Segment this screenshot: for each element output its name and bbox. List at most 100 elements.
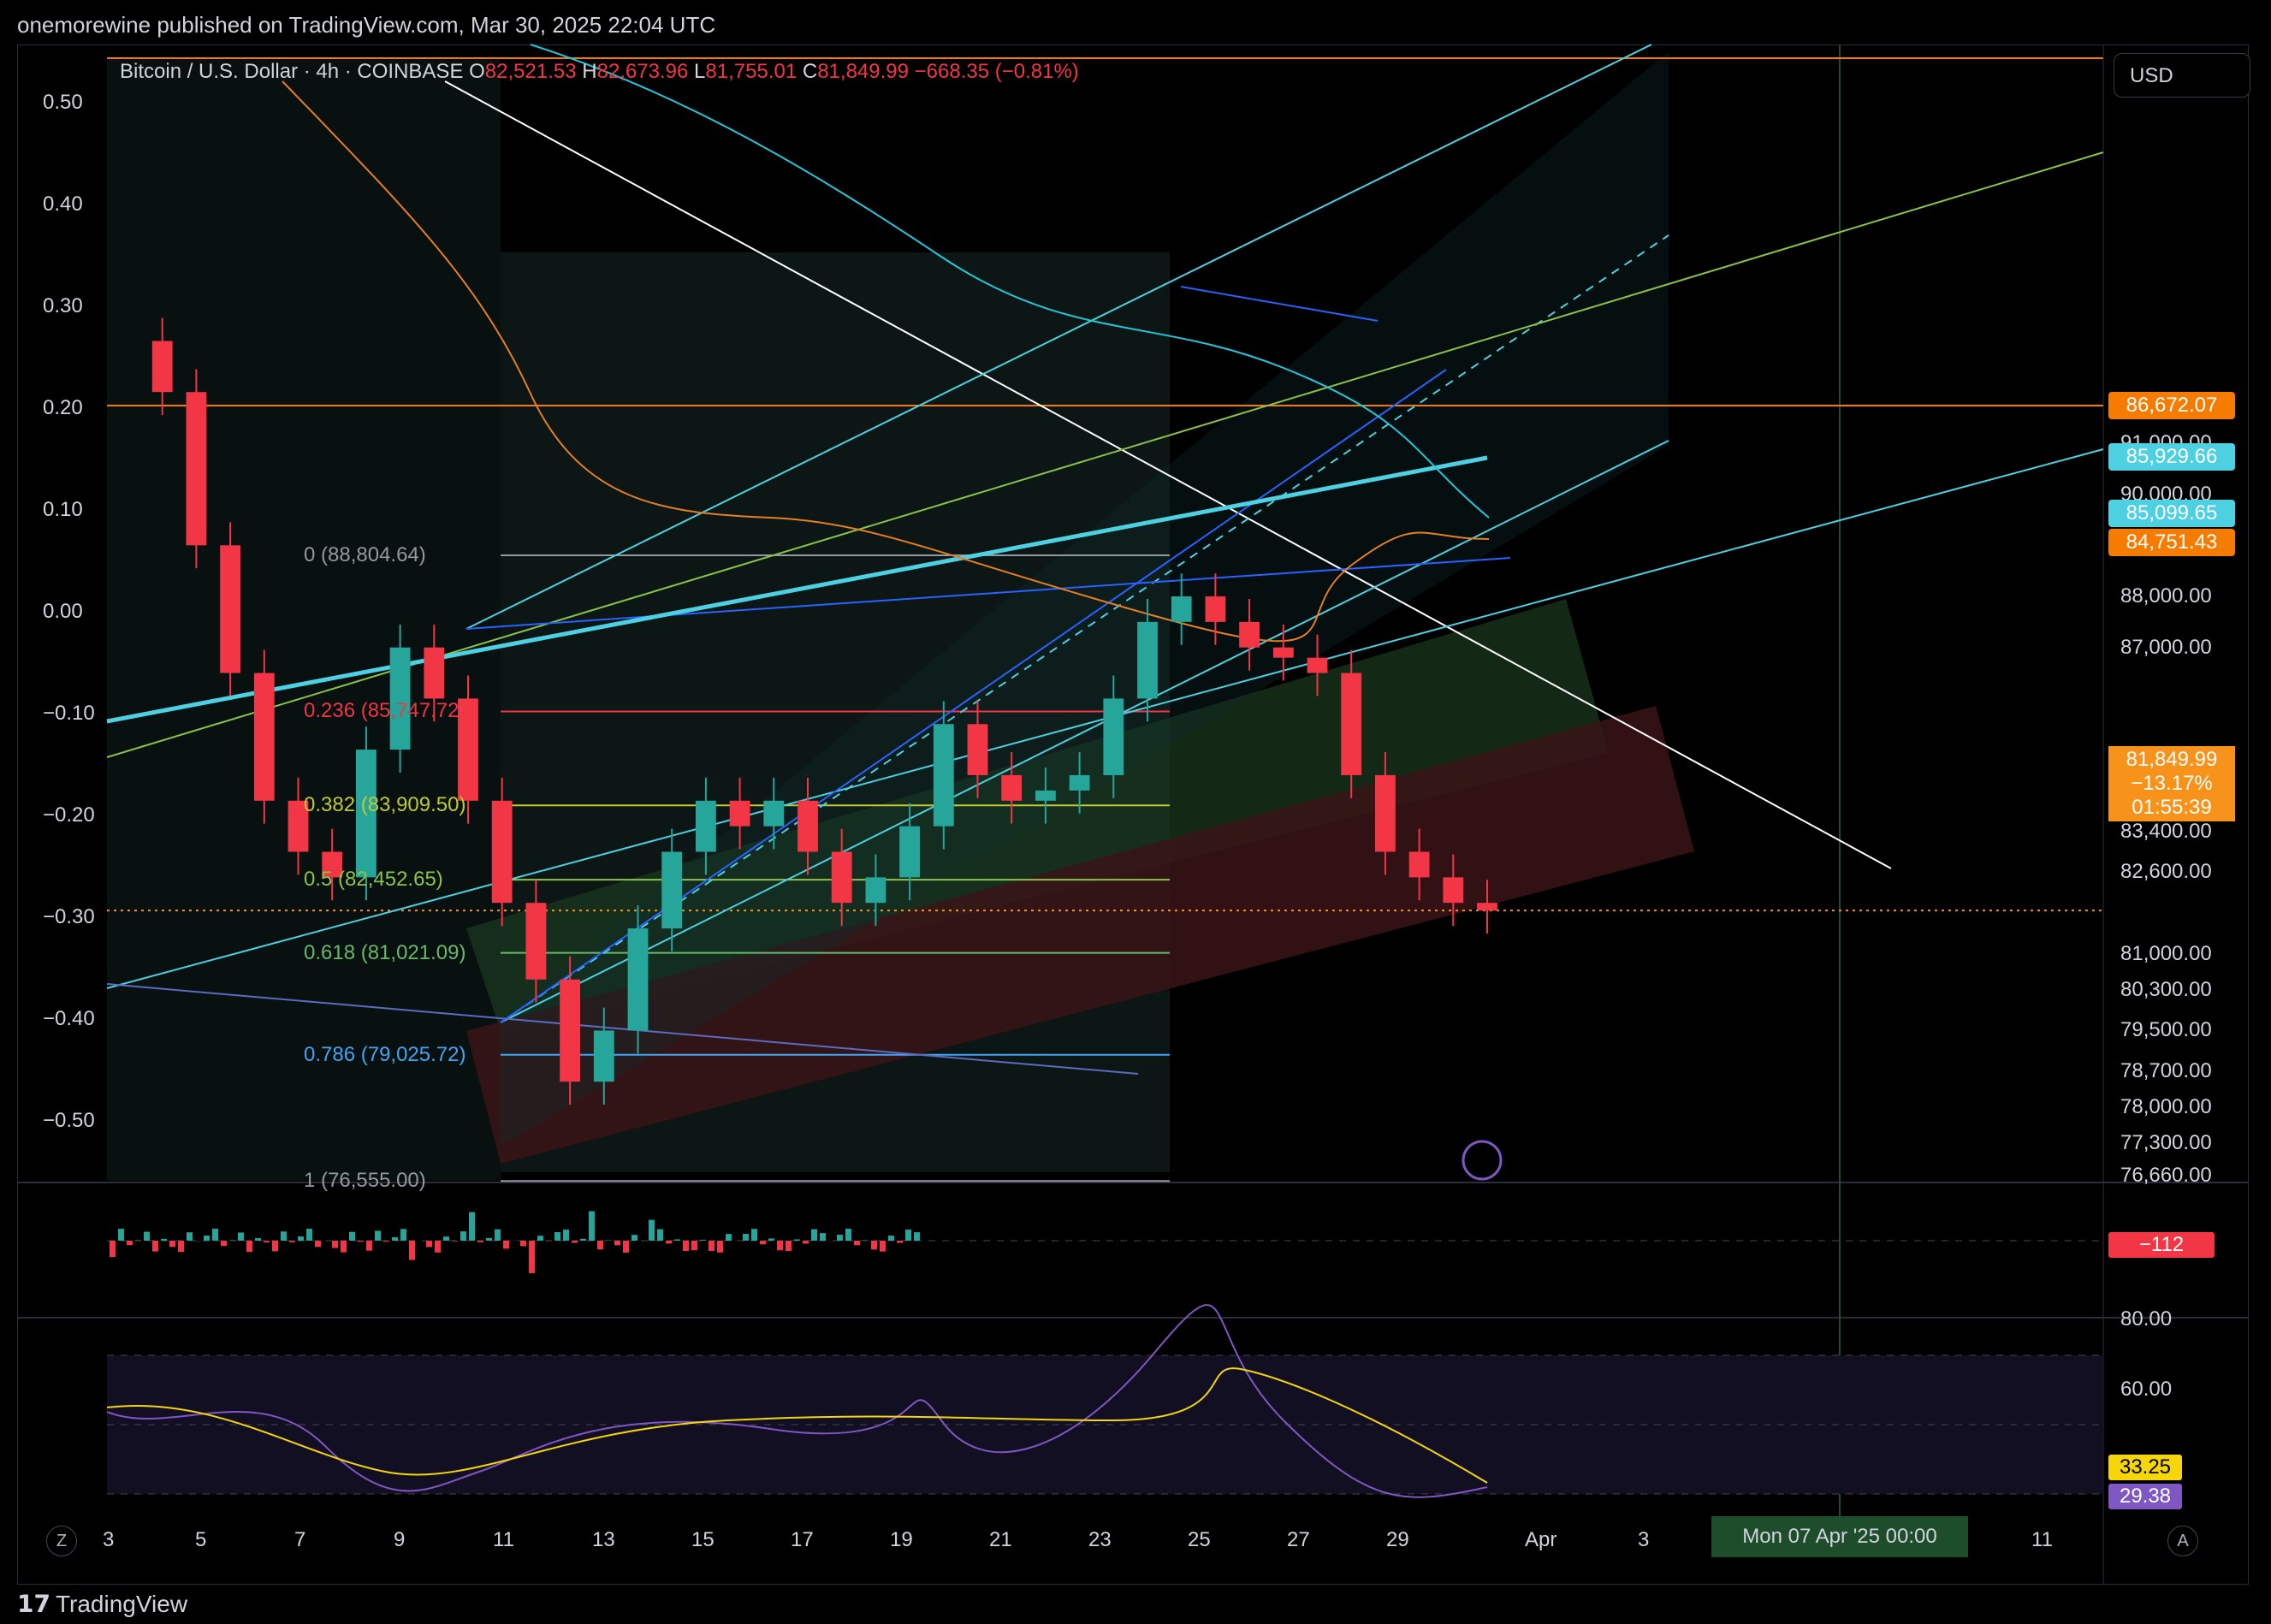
left-axis-label: −0.30 — [43, 905, 95, 928]
volume-bar — [837, 1235, 843, 1241]
candle-body — [729, 800, 750, 827]
volume-bar — [135, 1240, 141, 1241]
volume-bar — [298, 1236, 304, 1241]
candle-body — [458, 698, 478, 801]
candle-body — [1272, 647, 1294, 658]
price-axis-label: 78,700.00 — [2120, 1059, 2212, 1083]
volume-bar — [272, 1241, 278, 1252]
volume-bar — [631, 1235, 637, 1241]
volume-bar — [366, 1241, 372, 1251]
volume-bar — [229, 1240, 235, 1241]
price-axis-label: 81,000.00 — [2120, 941, 2212, 965]
volume-bar — [289, 1241, 295, 1242]
channel-upper-line — [465, 44, 1652, 630]
candle-body — [627, 928, 649, 1031]
time-axis-label: 11 — [2031, 1528, 2053, 1551]
volume-bar — [666, 1241, 672, 1244]
volume-bar — [845, 1229, 851, 1241]
candle-body — [1137, 621, 1158, 699]
candle-body — [253, 673, 275, 801]
volume-bar — [246, 1241, 252, 1253]
candle-body — [491, 800, 513, 904]
channel-zone — [501, 51, 1669, 1147]
volume-bar — [529, 1241, 535, 1273]
candle-body — [763, 800, 785, 827]
volume-bar — [255, 1238, 261, 1241]
rsi-band — [107, 1355, 2103, 1494]
left-axis-label: 0.20 — [43, 396, 83, 419]
volume-bar — [204, 1236, 210, 1241]
candle-body — [1307, 657, 1328, 673]
price-axis-label: 79,500.00 — [2120, 1018, 2212, 1042]
candle-body — [1443, 877, 1464, 904]
lightning-icon — [1462, 1140, 1503, 1181]
volume-bar — [726, 1234, 732, 1241]
fib-label: 0.236 (85,747.72) — [304, 699, 466, 723]
time-axis-label: 11 — [493, 1528, 514, 1551]
symbol-legend: Bitcoin / U.S. Dollar · 4h · COINBASE O8… — [120, 60, 1079, 83]
left-axis-label: −0.40 — [43, 1007, 95, 1030]
candle-body — [220, 545, 241, 673]
volume-bar — [691, 1241, 697, 1251]
left-axis-label: −0.10 — [43, 702, 95, 725]
volume-bar — [178, 1241, 184, 1253]
candle-body — [933, 724, 954, 827]
rsi-tag: 29.38 — [2108, 1484, 2182, 1509]
volume-bar — [306, 1229, 312, 1241]
currency-button[interactable]: USD — [2114, 53, 2250, 98]
time-axis-label: 29 — [1386, 1528, 1409, 1551]
volume-bar — [426, 1241, 432, 1248]
volume-bar — [383, 1241, 389, 1242]
time-axis-label: 21 — [989, 1528, 1012, 1551]
volume-bar — [871, 1241, 877, 1250]
time-axis-label: 7 — [294, 1528, 306, 1551]
price-axis-label: 76,660.00 — [2120, 1164, 2212, 1187]
blue-trendline — [500, 369, 1447, 1023]
candle-body — [1103, 698, 1124, 775]
top-bar: onemorewine published on TradingView.com… — [0, 0, 2271, 51]
candle-body — [424, 647, 445, 699]
time-axis-label: 5 — [195, 1528, 207, 1551]
candle-body — [1341, 673, 1362, 775]
channel-dashed-line — [500, 234, 1669, 1023]
volume-bar — [623, 1241, 629, 1253]
left-axis-label: −0.50 — [43, 1109, 95, 1132]
candle-body — [1035, 790, 1056, 801]
tradingview-logo[interactable]: 𝟭𝟳 TradingView — [17, 1591, 188, 1617]
volume-bar — [811, 1229, 817, 1241]
time-axis-label: 13 — [592, 1528, 615, 1551]
time-axis-label: Apr — [1525, 1528, 1557, 1551]
volume-bar — [554, 1232, 560, 1241]
candle-body — [525, 903, 547, 980]
left-axis-label: 0.10 — [43, 498, 83, 521]
price-tag: 81,849.99 — [2108, 746, 2235, 773]
time-axis-label: 9 — [394, 1528, 406, 1551]
volume-bar — [854, 1241, 860, 1246]
candle-body — [1477, 903, 1497, 911]
volume-bar — [127, 1241, 133, 1246]
volume-bar — [794, 1239, 800, 1241]
auto-scale-button[interactable]: A — [2167, 1526, 2198, 1556]
volume-bar — [144, 1231, 150, 1241]
volume-bar — [649, 1219, 655, 1241]
volume-bar — [221, 1241, 227, 1247]
volume-bar — [820, 1233, 826, 1241]
price-axis-label: 83,400.00 — [2120, 819, 2212, 843]
candle-body — [661, 851, 683, 929]
symbol-name[interactable]: Bitcoin / U.S. Dollar · 4h · COINBASE — [120, 60, 464, 83]
fib-label: 0.5 (82,452.65) — [304, 868, 443, 892]
rsi-ma-line — [106, 1367, 1488, 1484]
candle-body — [899, 826, 921, 878]
z-button[interactable]: Z — [46, 1526, 77, 1556]
low-value: 81,755.01 — [705, 60, 798, 83]
price-tag: 86,672.07 — [2108, 392, 2235, 419]
time-axis-label: 25 — [1188, 1528, 1211, 1551]
volume-bar — [743, 1234, 749, 1241]
candle-body — [560, 979, 581, 1082]
left-axis-label: 0.30 — [43, 294, 83, 317]
fib-label: 0 (88,804.64) — [304, 542, 426, 566]
volume-bar — [768, 1238, 774, 1241]
candle-body — [967, 724, 988, 775]
volume-bar — [503, 1241, 509, 1249]
